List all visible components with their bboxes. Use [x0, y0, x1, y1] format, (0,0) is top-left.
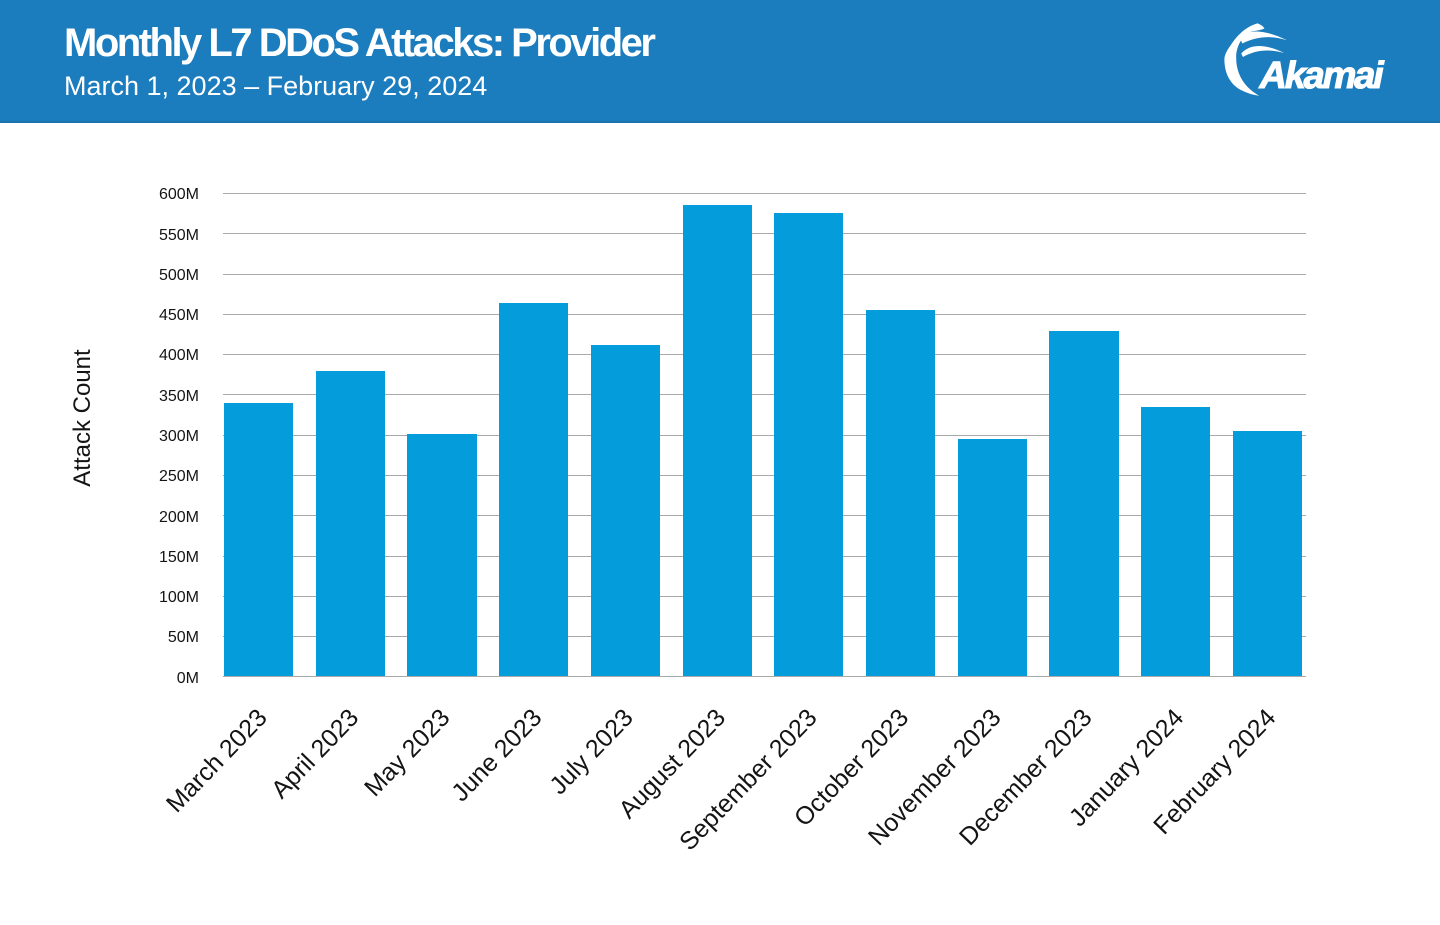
svg-text:Akamai: Akamai [1259, 55, 1386, 97]
